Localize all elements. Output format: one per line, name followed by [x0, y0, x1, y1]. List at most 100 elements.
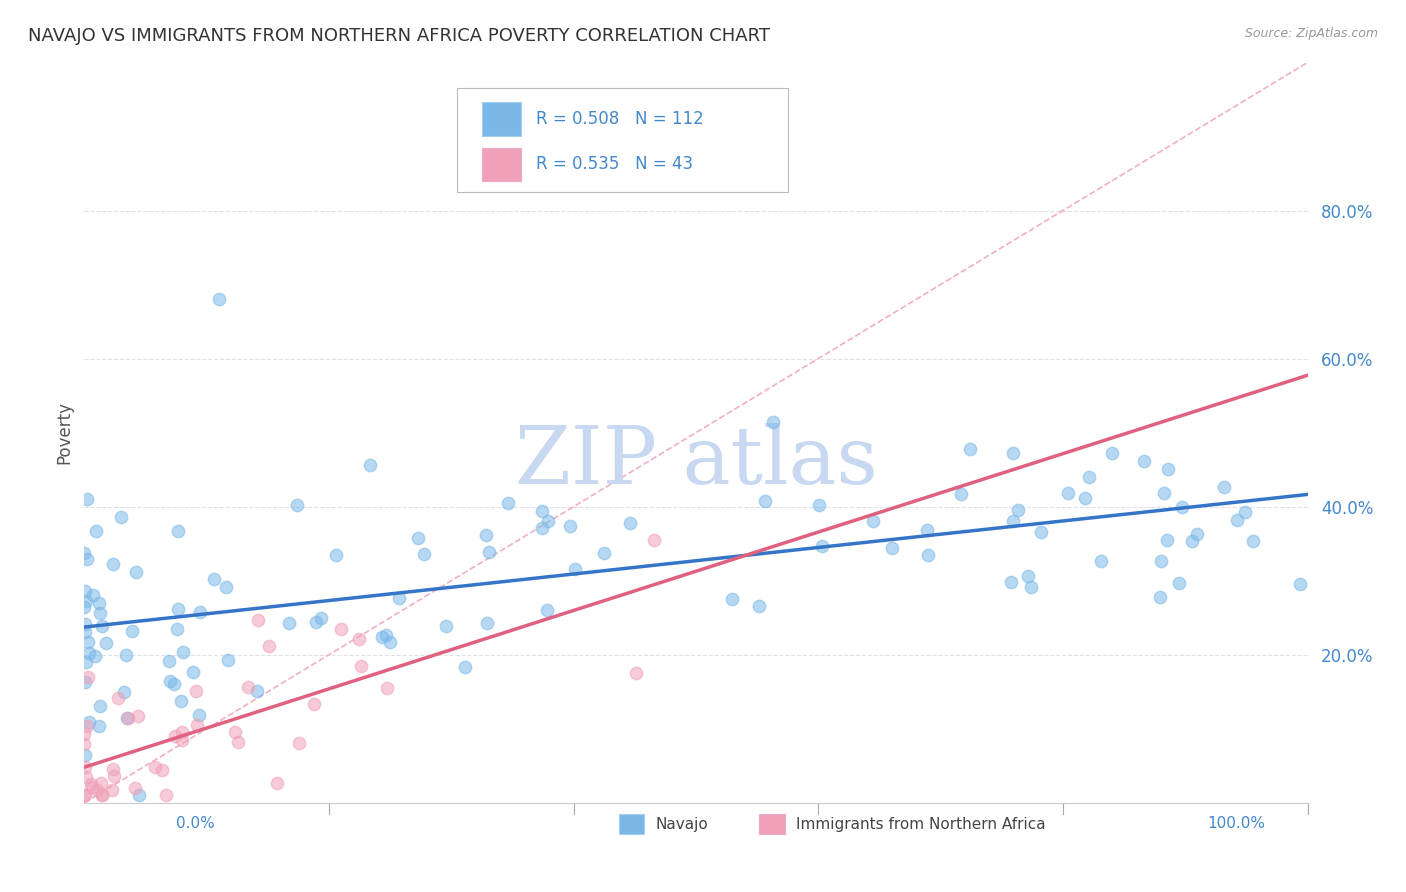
Point — [1241, 533, 1264, 548]
Point — [288, 736, 311, 750]
Point — [285, 499, 308, 513]
Point — [143, 760, 166, 774]
Point — [496, 496, 519, 510]
Point — [117, 710, 139, 724]
Point — [915, 523, 938, 537]
Point — [77, 646, 100, 660]
Point — [478, 544, 501, 558]
Point — [862, 515, 884, 529]
Point — [167, 602, 190, 616]
Point — [217, 652, 239, 666]
Point — [75, 624, 97, 639]
Point — [454, 659, 477, 673]
Point — [77, 634, 100, 648]
Point — [166, 524, 188, 538]
Point — [1153, 486, 1175, 500]
Text: Immigrants from Northern Africa: Immigrants from Northern Africa — [796, 817, 1046, 831]
Point — [1226, 513, 1249, 527]
Point — [170, 725, 193, 739]
Point — [84, 524, 107, 539]
Point — [226, 735, 249, 749]
Point — [77, 714, 100, 729]
Point — [188, 605, 211, 619]
Point — [475, 616, 498, 631]
Point — [530, 504, 553, 518]
Point — [73, 600, 96, 615]
Point — [121, 624, 143, 638]
Point — [592, 546, 614, 560]
Point — [80, 777, 103, 791]
Point — [1212, 480, 1234, 494]
Point — [73, 546, 96, 560]
Point — [1181, 533, 1204, 548]
Point — [155, 789, 177, 803]
Text: ZIP atlas: ZIP atlas — [515, 423, 877, 501]
Point — [619, 516, 641, 530]
Point — [89, 606, 111, 620]
Point — [1090, 554, 1112, 568]
Point — [76, 552, 98, 566]
Point — [762, 415, 785, 429]
Point — [75, 593, 97, 607]
Point — [172, 733, 194, 747]
Point — [305, 615, 328, 629]
Point — [882, 541, 904, 555]
Point — [1149, 591, 1171, 605]
Point — [1029, 524, 1052, 539]
Point — [564, 562, 586, 576]
Point — [87, 596, 110, 610]
Point — [1078, 470, 1101, 484]
Point — [359, 458, 381, 473]
Point — [1007, 503, 1029, 517]
Point — [73, 760, 96, 774]
Point — [350, 658, 373, 673]
Point — [73, 727, 96, 741]
Point — [103, 769, 125, 783]
Point — [73, 737, 96, 751]
Point — [246, 684, 269, 698]
Point — [1073, 491, 1095, 505]
Point — [624, 666, 647, 681]
Point — [101, 762, 124, 776]
Point — [107, 691, 129, 706]
Point — [1185, 527, 1208, 541]
Point — [75, 770, 97, 784]
Point — [1002, 514, 1025, 528]
Point — [150, 763, 173, 777]
FancyBboxPatch shape — [457, 88, 787, 192]
Point — [75, 617, 97, 632]
Point — [202, 572, 225, 586]
Text: NAVAJO VS IMMIGRANTS FROM NORTHERN AFRICA POVERTY CORRELATION CHART: NAVAJO VS IMMIGRANTS FROM NORTHERN AFRIC… — [28, 27, 770, 45]
Text: 0.0%: 0.0% — [176, 816, 215, 831]
Point — [247, 613, 270, 627]
Text: 100.0%: 100.0% — [1208, 816, 1265, 831]
Point — [163, 677, 186, 691]
Point — [115, 711, 138, 725]
Y-axis label: Poverty: Poverty — [55, 401, 73, 464]
Point — [257, 639, 280, 653]
Point — [388, 591, 411, 605]
Point — [754, 493, 776, 508]
FancyBboxPatch shape — [482, 103, 522, 136]
Point — [181, 665, 204, 680]
Point — [406, 531, 429, 545]
Point — [1101, 446, 1123, 460]
Text: R = 0.535   N = 43: R = 0.535 N = 43 — [536, 155, 693, 173]
Point — [436, 619, 458, 633]
Point — [89, 699, 111, 714]
Point — [959, 442, 981, 456]
Point — [238, 680, 260, 694]
Point — [413, 547, 436, 561]
Point — [214, 580, 236, 594]
Point — [530, 521, 553, 535]
Point — [266, 775, 288, 789]
Point — [208, 293, 231, 307]
Point — [558, 518, 581, 533]
Point — [75, 789, 97, 803]
Point — [80, 780, 103, 795]
Text: R = 0.508   N = 112: R = 0.508 N = 112 — [536, 110, 703, 128]
Point — [73, 748, 96, 763]
Point — [101, 558, 124, 572]
Point — [371, 631, 394, 645]
Point — [186, 718, 208, 732]
